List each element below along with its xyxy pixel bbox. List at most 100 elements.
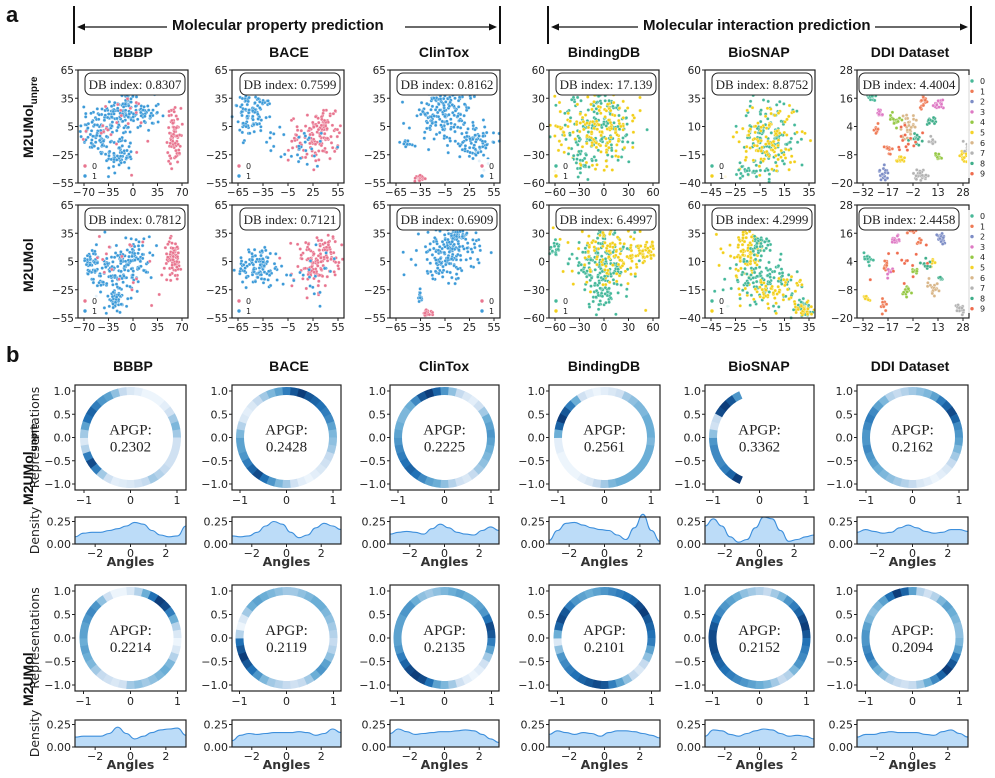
scatter-point: [587, 138, 592, 142]
legend-marker: [710, 174, 714, 178]
scatter-point: [445, 270, 449, 274]
scatter-point: [756, 149, 760, 153]
scatter-point: [425, 269, 430, 274]
scatter-point: [127, 166, 131, 170]
x-tick-label: 2: [944, 547, 951, 560]
scatter-point: [916, 240, 921, 245]
ring-segment: [576, 391, 588, 403]
scatter-point: [278, 125, 282, 129]
ring-plot-bace: APGP:0.2428−1 0 11.00.50.0−0.5−1.0: [201, 384, 342, 507]
scatter-point: [617, 113, 621, 118]
ring-segment: [90, 463, 103, 475]
ring-segment: [861, 637, 871, 647]
scatter-point: [740, 164, 744, 169]
scatter-point: [104, 158, 109, 163]
scatter-point: [774, 311, 778, 316]
scatter-point: [604, 300, 608, 305]
ring-segment: [473, 600, 485, 612]
ring-segment: [769, 677, 781, 688]
scatter-point: [118, 108, 123, 113]
scatter-point: [99, 131, 104, 135]
x-tick-label: −45: [700, 322, 722, 334]
y-tick-label: 0.5: [528, 408, 546, 421]
scatter-point: [926, 281, 930, 285]
scatter-point: [607, 300, 611, 304]
x-tick-label: 13: [931, 187, 944, 199]
scatter-point: [107, 100, 112, 104]
ring-segment: [265, 388, 277, 399]
legend-marker: [970, 307, 974, 311]
ring-plot-ddi-dataset: APGP:0.2162−1 0 11.00.50.0−0.5−1.0: [826, 384, 969, 507]
scatter-point: [772, 275, 776, 280]
legend-label: 2: [980, 233, 985, 242]
scatter-point: [728, 254, 733, 258]
scatter-point: [604, 109, 609, 113]
ring-segment: [241, 658, 253, 670]
scatter-point: [607, 249, 611, 253]
scatter-point: [448, 139, 453, 143]
scatter-point: [923, 98, 928, 102]
x-tick-label: −2: [244, 547, 260, 560]
scatter-point: [431, 277, 435, 281]
ring-segment: [423, 388, 435, 399]
scatter-point: [929, 134, 933, 139]
scatter-point: [567, 257, 572, 261]
x-tick-label: −45: [700, 187, 722, 199]
scatter-point: [741, 230, 745, 235]
scatter-point: [104, 144, 109, 149]
ring-segment: [246, 400, 258, 412]
scatter-point: [434, 261, 439, 266]
scatter-point: [440, 119, 445, 124]
scatter-point: [121, 280, 125, 284]
scatter-point: [615, 133, 619, 137]
scatter-point: [877, 109, 882, 114]
x-tick-label: 0: [441, 695, 448, 708]
scatter-point: [630, 119, 635, 123]
scatter-point: [339, 243, 344, 247]
scatter-point: [239, 255, 243, 260]
ring-segment: [236, 444, 247, 455]
scatter-point: [474, 153, 478, 157]
scatter-point: [428, 242, 432, 246]
x-axis-label: Angles: [107, 757, 155, 772]
scatter-point: [102, 270, 107, 275]
ring-segment: [711, 413, 723, 425]
scatter-point: [924, 256, 928, 260]
ring-segment: [454, 588, 465, 599]
scatter-point: [794, 310, 798, 315]
ring-segment: [708, 437, 718, 447]
ring-segment: [266, 476, 277, 487]
scatter-point: [95, 283, 100, 288]
row-label-full-b: M2UMol: [20, 652, 36, 706]
ring-segment: [171, 620, 181, 631]
scatter-point: [179, 106, 183, 111]
legend-marker: [970, 234, 974, 239]
x-tick-label: −1: [75, 695, 91, 708]
scatter-point: [453, 96, 457, 100]
ring-segment: [711, 613, 722, 625]
x-tick-label: 30: [622, 322, 635, 334]
legend-label: 1: [489, 172, 494, 181]
scatter-point: [256, 112, 260, 116]
scatter-point: [82, 258, 87, 263]
scatter-point: [596, 104, 601, 109]
scatter-point: [787, 297, 791, 301]
scatter-point: [129, 296, 133, 300]
scatter-point: [437, 130, 442, 135]
scatter-point: [317, 120, 321, 125]
panel-letter-b: b: [6, 342, 20, 367]
ring-segment: [641, 413, 653, 424]
scatter-point: [759, 108, 763, 112]
scatter-point: [426, 147, 431, 152]
ring-segment: [109, 388, 121, 399]
ring-segment: [82, 451, 94, 462]
scatter-point: [863, 257, 867, 261]
scatter-point: [607, 280, 612, 285]
scatter-point: [318, 304, 322, 308]
scatter-point: [167, 154, 172, 158]
scatter-point: [119, 150, 124, 155]
scatter-point: [286, 158, 290, 162]
scatter-point: [428, 248, 432, 252]
scatter-point: [318, 244, 322, 248]
